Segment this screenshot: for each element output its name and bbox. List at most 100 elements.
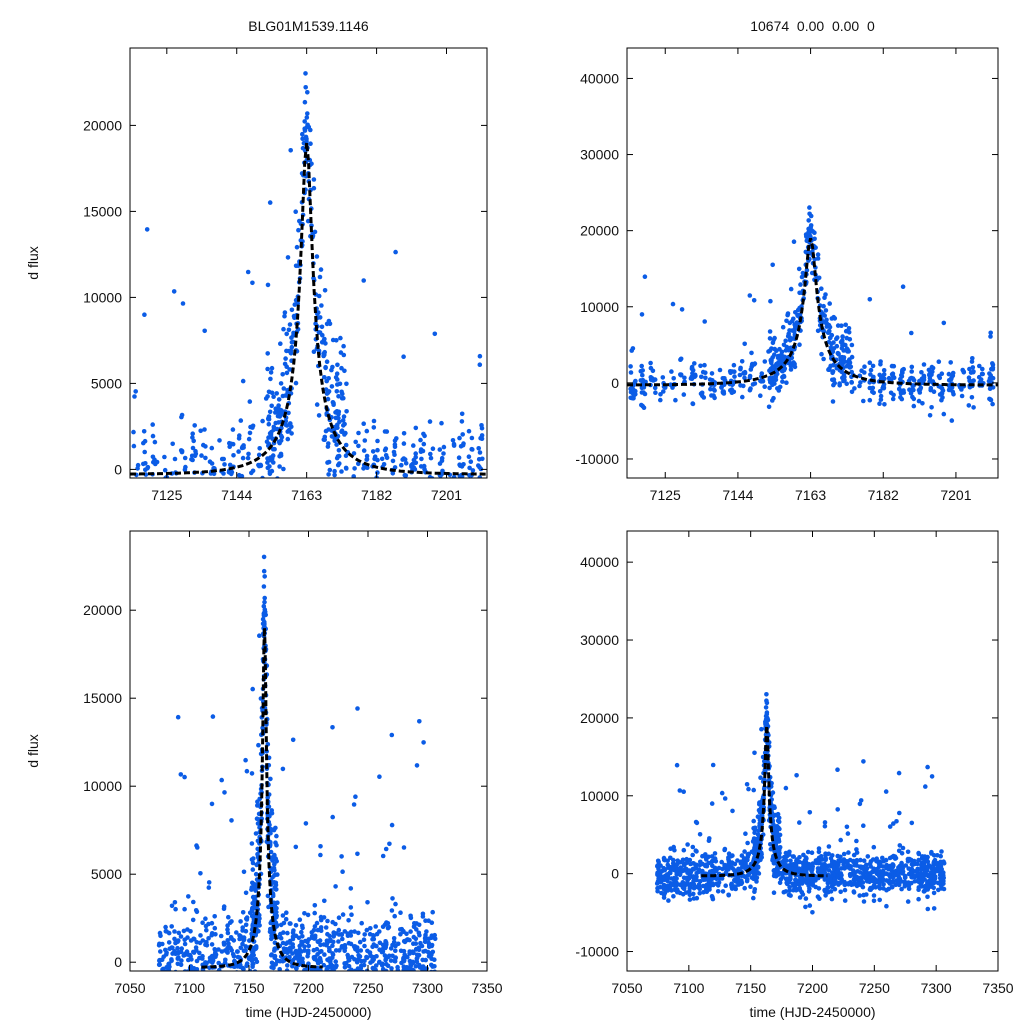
data-point — [382, 447, 388, 453]
data-point — [685, 842, 690, 847]
data-point — [401, 431, 407, 436]
data-point — [250, 867, 256, 872]
data-point — [341, 343, 346, 349]
data-point — [650, 377, 655, 382]
data-point — [192, 423, 197, 428]
data-point — [732, 374, 737, 379]
data-point — [173, 906, 178, 912]
data-point — [188, 929, 193, 934]
data-point — [276, 397, 282, 402]
data-point — [417, 996, 422, 1001]
y-tick-label: 20000 — [83, 117, 122, 133]
data-point — [459, 411, 465, 417]
data-point — [795, 307, 801, 313]
data-point — [203, 444, 208, 449]
data-point — [640, 372, 645, 378]
data-point — [759, 822, 764, 827]
data-point — [924, 858, 930, 863]
data-point — [846, 850, 851, 855]
data-point — [207, 975, 212, 980]
data-point — [742, 885, 747, 891]
data-point — [815, 857, 821, 862]
data-point — [823, 292, 828, 297]
data-point — [429, 952, 434, 957]
data-point — [374, 954, 379, 959]
data-point — [243, 948, 248, 953]
data-point — [331, 939, 336, 945]
y-tick-label: 0 — [611, 866, 619, 882]
data-point — [327, 975, 332, 980]
y-tick-label: 5000 — [91, 375, 122, 391]
data-point — [826, 322, 832, 328]
data-point — [244, 768, 250, 774]
y-tick-label: 20000 — [83, 602, 122, 618]
data-point — [210, 714, 216, 719]
data-point — [941, 320, 947, 326]
data-point — [819, 286, 824, 292]
data-point — [915, 861, 920, 867]
data-point — [418, 447, 424, 452]
data-point — [861, 759, 866, 764]
data-point — [809, 270, 815, 276]
data-point — [432, 957, 437, 962]
data-point — [927, 375, 933, 381]
data-point — [423, 932, 428, 938]
data-point — [876, 861, 882, 866]
data-point — [272, 867, 277, 873]
data-point — [273, 410, 278, 415]
data-point — [209, 496, 214, 501]
data-point — [988, 330, 993, 336]
data-point — [392, 959, 398, 964]
data-point — [202, 974, 207, 979]
data-point — [361, 421, 367, 427]
data-point — [297, 218, 302, 224]
model-curve — [627, 237, 998, 387]
data-point — [207, 978, 212, 983]
data-point — [256, 452, 262, 458]
data-point — [210, 982, 215, 987]
data-point — [386, 985, 391, 990]
data-point — [215, 1000, 220, 1005]
data-point — [269, 502, 274, 507]
data-point — [158, 949, 163, 954]
data-point — [214, 983, 219, 988]
data-point — [336, 939, 341, 944]
data-point — [281, 920, 287, 926]
data-point — [628, 370, 634, 375]
data-point — [932, 857, 938, 863]
data-point — [845, 831, 851, 836]
data-point — [348, 941, 354, 947]
data-point — [770, 790, 776, 795]
data-point — [265, 478, 270, 483]
data-point — [341, 414, 347, 419]
data-point — [916, 857, 921, 863]
data-point — [433, 538, 438, 543]
data-point — [854, 838, 859, 844]
data-point — [176, 996, 181, 1001]
data-point — [268, 376, 273, 382]
x-tick-label: 7050 — [611, 980, 642, 996]
data-point — [372, 505, 377, 510]
data-point — [278, 433, 284, 439]
data-point — [216, 967, 222, 971]
data-point — [797, 820, 802, 825]
data-points — [654, 692, 947, 915]
data-point — [211, 482, 216, 487]
data-point — [899, 851, 905, 856]
data-point — [416, 930, 422, 936]
data-point — [265, 893, 271, 899]
y-tick-label: 20000 — [580, 710, 619, 726]
data-point — [204, 1000, 209, 1005]
data-point — [207, 996, 212, 1001]
data-point — [361, 448, 367, 453]
data-point — [178, 772, 184, 777]
data-point — [364, 927, 370, 933]
data-point — [157, 993, 162, 998]
data-point — [230, 427, 236, 432]
data-point — [671, 894, 676, 899]
data-point — [344, 487, 349, 492]
x-tick-label: 7201 — [431, 487, 462, 503]
data-point — [826, 367, 831, 373]
plot-frame — [129, 47, 488, 479]
data-point — [178, 949, 184, 955]
